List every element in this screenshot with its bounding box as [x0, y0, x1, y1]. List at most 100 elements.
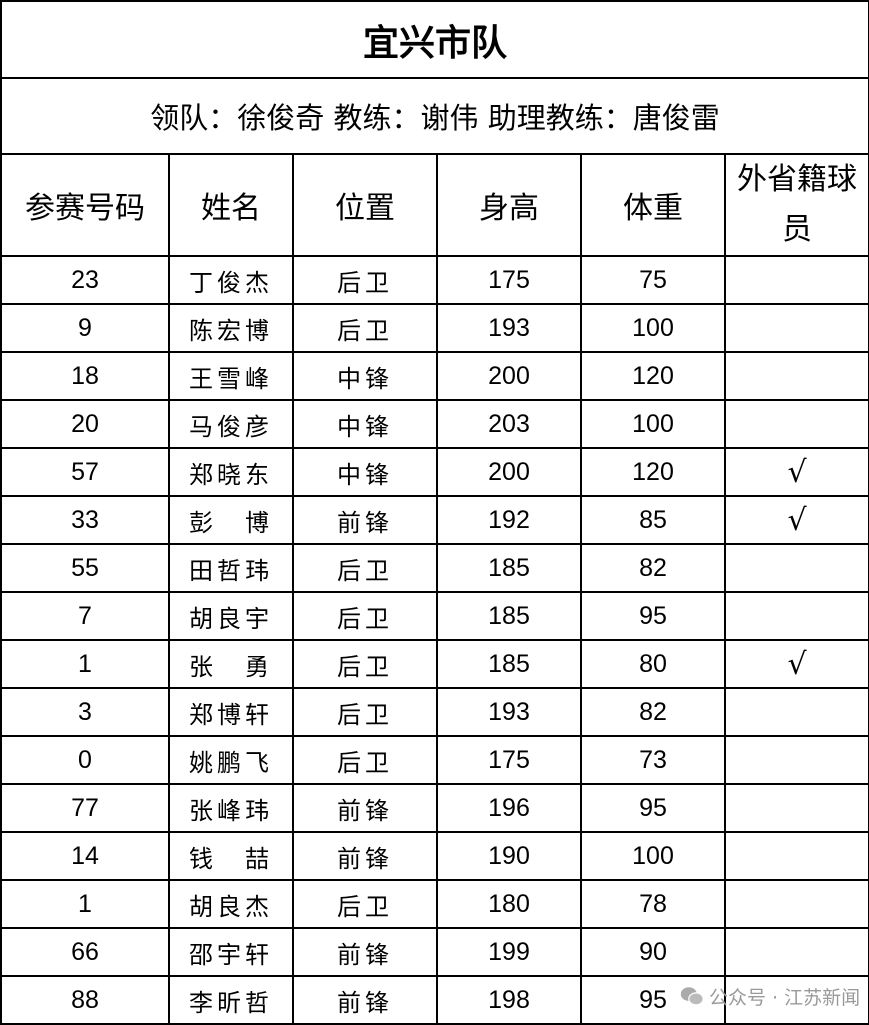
cell-number: 66 — [0, 927, 170, 977]
cell-out-of-province — [723, 879, 869, 929]
cell-position: 后卫 — [292, 687, 438, 737]
table-row: 77 张峰玮 前锋 196 95 — [0, 783, 869, 833]
cell-weight: 100 — [580, 303, 726, 353]
table-row: 0 姚鹏飞 后卫 175 73 — [0, 735, 869, 785]
cell-weight: 120 — [580, 351, 726, 401]
cell-weight: 73 — [580, 735, 726, 785]
cell-out-of-province — [723, 783, 869, 833]
cell-number: 23 — [0, 255, 170, 305]
cell-weight: 120 — [580, 447, 726, 497]
cell-position: 中锋 — [292, 399, 438, 449]
cell-weight: 82 — [580, 543, 726, 593]
cell-name: 胡良杰 — [168, 879, 294, 929]
table-row: 33 彭 博前锋 192 85 √ — [0, 495, 869, 545]
cell-height: 185 — [436, 591, 582, 641]
cell-height: 198 — [436, 975, 582, 1025]
cell-weight: 90 — [580, 927, 726, 977]
cell-position: 前锋 — [292, 831, 438, 881]
cell-out-of-province: √ — [723, 639, 869, 689]
cell-out-of-province: √ — [723, 495, 869, 545]
cell-out-of-province — [723, 399, 869, 449]
cell-name: 丁俊杰 — [168, 255, 294, 305]
cell-height: 203 — [436, 399, 582, 449]
cell-position: 后卫 — [292, 639, 438, 689]
cell-height: 175 — [436, 255, 582, 305]
table-row: 1 胡良杰 后卫 180 78 — [0, 879, 869, 929]
table-row: 9 陈宏博 后卫 193 100 — [0, 303, 869, 353]
cell-number: 14 — [0, 831, 170, 881]
table-row: 14 钱 喆前锋 190 100 — [0, 831, 869, 881]
cell-weight: 85 — [580, 495, 726, 545]
header-position: 位置 — [292, 153, 438, 257]
cell-weight: 95 — [580, 591, 726, 641]
cell-out-of-province: √ — [723, 447, 869, 497]
table-row: 55 田哲玮 后卫 185 82 — [0, 543, 869, 593]
cell-out-of-province — [723, 255, 869, 305]
cell-name: 田哲玮 — [168, 543, 294, 593]
cell-number: 0 — [0, 735, 170, 785]
header-height: 身高 — [436, 153, 582, 257]
cell-name: 张 勇 — [168, 639, 294, 689]
cell-out-of-province — [723, 543, 869, 593]
header-out-of-province: 外省籍球员 — [723, 153, 869, 257]
cell-position: 中锋 — [292, 351, 438, 401]
cell-name: 郑博轩 — [168, 687, 294, 737]
cell-height: 192 — [436, 495, 582, 545]
wechat-icon — [680, 987, 704, 1006]
cell-out-of-province — [723, 927, 869, 977]
cell-number: 88 — [0, 975, 170, 1025]
cell-number: 9 — [0, 303, 170, 353]
cell-position: 前锋 — [292, 927, 438, 977]
cell-height: 200 — [436, 447, 582, 497]
cell-number: 57 — [0, 447, 170, 497]
header-name: 姓名 — [168, 153, 294, 257]
cell-name: 张峰玮 — [168, 783, 294, 833]
table-row: 7 胡良宇 后卫 185 95 — [0, 591, 869, 641]
cell-height: 193 — [436, 687, 582, 737]
cell-out-of-province — [723, 351, 869, 401]
cell-weight: 75 — [580, 255, 726, 305]
cell-height: 193 — [436, 303, 582, 353]
cell-name: 邵宇轩 — [168, 927, 294, 977]
cell-out-of-province — [723, 831, 869, 881]
cell-position: 后卫 — [292, 591, 438, 641]
cell-number: 55 — [0, 543, 170, 593]
cell-weight: 78 — [580, 879, 726, 929]
cell-out-of-province — [723, 975, 869, 1025]
table-row: 20 马俊彦 中锋 203 100 — [0, 399, 869, 449]
cell-weight: 95 — [580, 783, 726, 833]
cell-out-of-province — [723, 735, 869, 785]
header-row: 参赛号码 姓名 位置 身高 体重 外省籍球员 — [0, 153, 869, 257]
cell-weight: 100 — [580, 399, 726, 449]
cell-weight: 80 — [580, 639, 726, 689]
cell-position: 前锋 — [292, 495, 438, 545]
header-weight: 体重 — [580, 153, 726, 257]
cell-name: 姚鹏飞 — [168, 735, 294, 785]
cell-out-of-province — [723, 591, 869, 641]
cell-number: 77 — [0, 783, 170, 833]
cell-number: 7 — [0, 591, 170, 641]
table-row: 3 郑博轩 后卫 193 82 — [0, 687, 869, 737]
staff-line: 领队：徐俊奇 教练：谢伟 助理教练：唐俊雷 — [0, 77, 869, 155]
cell-position: 后卫 — [292, 303, 438, 353]
cell-height: 180 — [436, 879, 582, 929]
cell-position: 后卫 — [292, 879, 438, 929]
cell-out-of-province — [723, 303, 869, 353]
cell-height: 200 — [436, 351, 582, 401]
watermark: 公众号 · 江苏新闻 — [680, 983, 860, 1010]
cell-out-of-province — [723, 687, 869, 737]
watermark-text: 公众号 · 江苏新闻 — [709, 987, 861, 1009]
header-number: 参赛号码 — [0, 153, 170, 257]
cell-name: 钱 喆 — [168, 831, 294, 881]
team-title: 宜兴市队 — [0, 0, 869, 79]
cell-height: 175 — [436, 735, 582, 785]
table-row: 57 郑晓东 中锋 200 120 √ — [0, 447, 869, 497]
cell-position: 后卫 — [292, 735, 438, 785]
cell-name: 彭 博 — [168, 495, 294, 545]
table-row: 23 丁俊杰 后卫 175 75 — [0, 255, 869, 305]
cell-number: 3 — [0, 687, 170, 737]
cell-position: 后卫 — [292, 255, 438, 305]
cell-height: 185 — [436, 639, 582, 689]
cell-name: 胡良宇 — [168, 591, 294, 641]
